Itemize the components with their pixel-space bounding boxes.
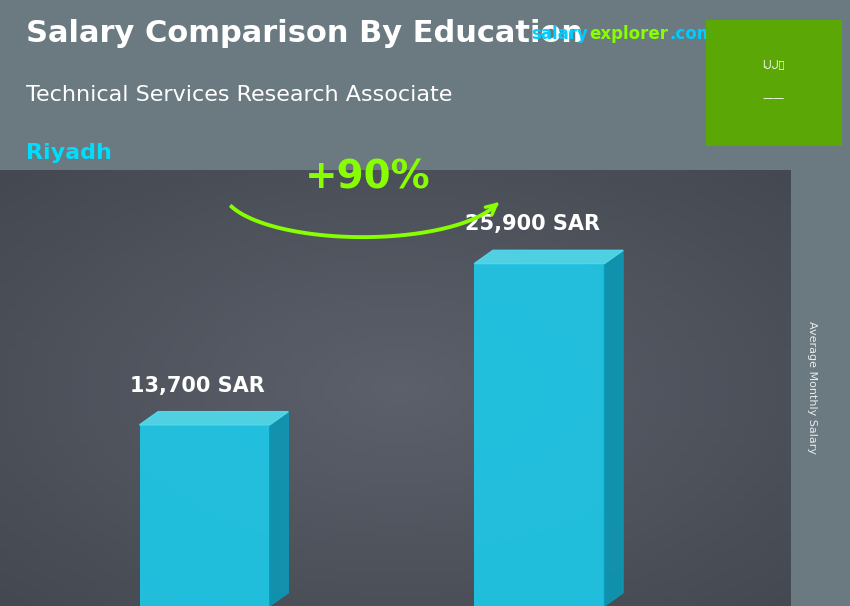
FancyBboxPatch shape bbox=[706, 21, 842, 146]
Polygon shape bbox=[474, 250, 623, 264]
Text: explorer: explorer bbox=[589, 25, 668, 43]
Text: 13,700 SAR: 13,700 SAR bbox=[130, 376, 265, 396]
Text: ——: —— bbox=[762, 93, 785, 104]
Text: salary: salary bbox=[531, 25, 588, 43]
Polygon shape bbox=[269, 411, 288, 606]
Text: +90%: +90% bbox=[304, 159, 430, 196]
Bar bbox=[139, 425, 269, 606]
Bar bbox=[474, 264, 604, 606]
Text: Average Monthly Salary: Average Monthly Salary bbox=[807, 321, 817, 454]
Text: .com: .com bbox=[669, 25, 714, 43]
Text: اللہ: اللہ bbox=[762, 59, 785, 70]
Text: 25,900 SAR: 25,900 SAR bbox=[465, 215, 600, 235]
Text: Riyadh: Riyadh bbox=[26, 142, 111, 163]
Polygon shape bbox=[604, 250, 623, 606]
Text: Salary Comparison By Education: Salary Comparison By Education bbox=[26, 19, 582, 48]
Polygon shape bbox=[139, 411, 288, 425]
Text: Technical Services Research Associate: Technical Services Research Associate bbox=[26, 85, 452, 105]
